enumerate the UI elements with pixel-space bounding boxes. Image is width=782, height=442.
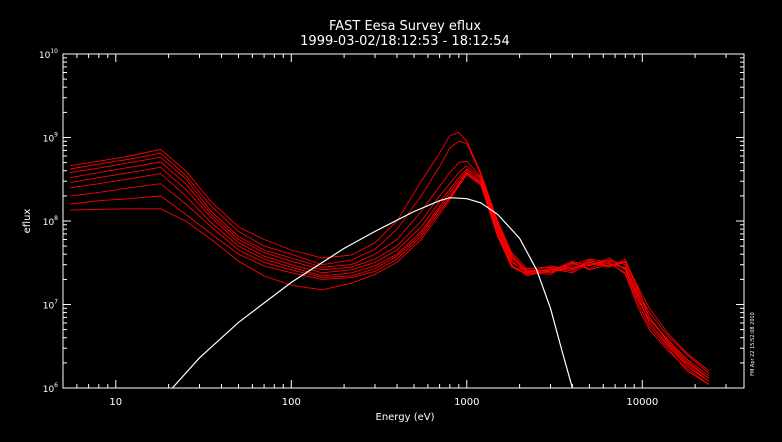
eflux-series-5 — [70, 166, 710, 374]
x-tick-label: 10000 — [626, 397, 658, 408]
data-series-group — [70, 131, 710, 385]
x-tick-label: 1000 — [454, 397, 479, 408]
x-axis-ticks: 10 100 1000 10000 — [62, 54, 727, 408]
eflux-series-7 — [70, 171, 710, 379]
timestamp-label: FM Apr 22 15:52:08 2010 — [750, 312, 756, 376]
model-curve-group — [171, 197, 573, 388]
eflux-series-6 — [70, 170, 710, 385]
y-tick-label: 1010 — [39, 48, 58, 61]
y-tick-label: 108 — [43, 215, 58, 228]
x-tick-label: 10 — [109, 397, 122, 408]
eflux-series-3 — [70, 156, 710, 379]
y-tick-label: 109 — [43, 132, 58, 145]
x-tick-label: 100 — [282, 397, 301, 408]
eflux-series-4 — [70, 161, 710, 377]
eflux-series-8 — [70, 172, 710, 382]
model-fit-curve — [171, 197, 573, 388]
x-axis-label: Energy (eV) — [376, 412, 435, 423]
y-tick-label: 106 — [43, 382, 58, 395]
chart-title: FAST Eesa Survey eflux — [329, 19, 481, 34]
y-axis-ticks: 106 107 108 109 1010 — [39, 48, 744, 395]
eflux-series-1 — [70, 131, 710, 385]
y-tick-label: 107 — [43, 299, 58, 312]
chart-subtitle: 1999-03-02/18:12:53 - 18:12:54 — [300, 34, 510, 49]
eflux-series-9 — [70, 173, 710, 372]
y-axis-label: eflux — [22, 209, 33, 234]
